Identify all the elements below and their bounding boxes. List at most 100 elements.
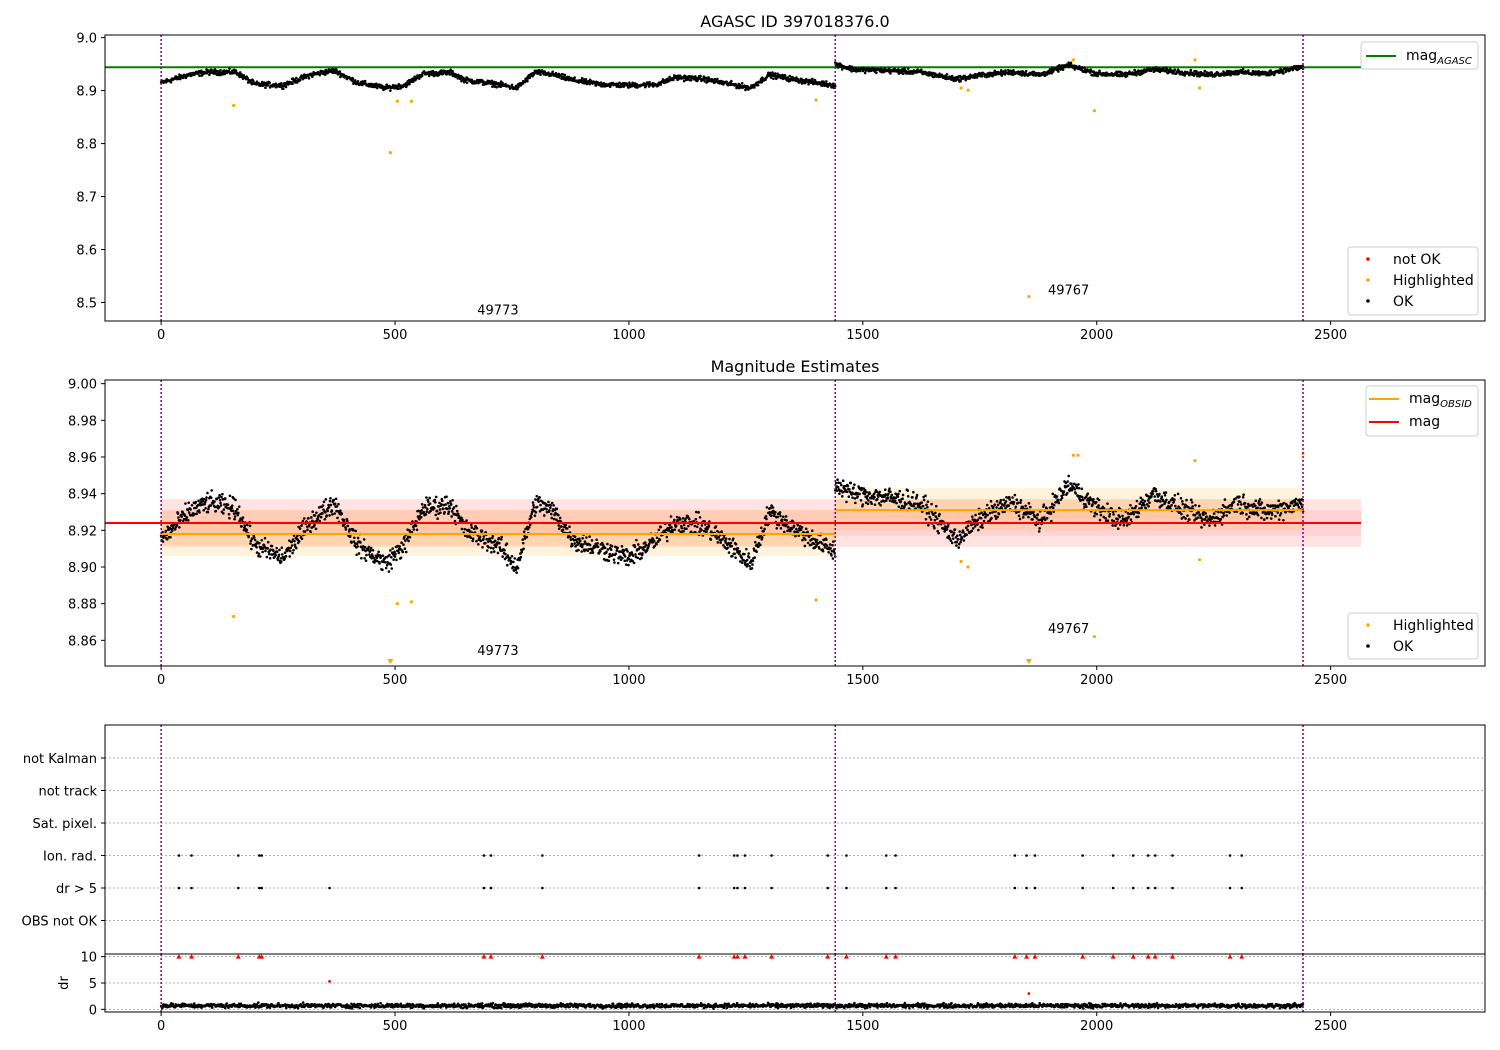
ok-point bbox=[381, 554, 385, 557]
ok-point bbox=[1057, 501, 1061, 505]
ok-point bbox=[1185, 498, 1188, 502]
ok-point bbox=[719, 541, 722, 544]
ok-point bbox=[981, 526, 984, 529]
ok-point bbox=[1106, 502, 1109, 505]
ok-point bbox=[196, 503, 200, 507]
ok-point bbox=[753, 86, 756, 89]
ok-point bbox=[673, 528, 677, 531]
ok-point bbox=[346, 524, 350, 528]
ok-point bbox=[384, 566, 388, 570]
ok-point bbox=[360, 556, 363, 560]
ok-point bbox=[1170, 503, 1173, 507]
ok-point bbox=[1051, 492, 1055, 496]
ok-point bbox=[1019, 501, 1022, 504]
ok-point bbox=[933, 526, 936, 530]
ok-point bbox=[217, 505, 221, 509]
ok-point bbox=[375, 86, 379, 90]
ok-point bbox=[685, 527, 688, 531]
ok-point bbox=[707, 525, 711, 528]
ok-point bbox=[665, 535, 669, 539]
ok-point bbox=[234, 69, 238, 72]
ok-point bbox=[389, 89, 392, 92]
ok-point bbox=[774, 72, 777, 75]
y-tick-label: 8.90 bbox=[68, 561, 97, 576]
ok-point bbox=[1153, 495, 1157, 498]
ok-point bbox=[1225, 514, 1229, 517]
ok-point bbox=[614, 552, 618, 555]
ok-point bbox=[535, 505, 539, 509]
ok-point bbox=[503, 548, 506, 552]
ok-point bbox=[1148, 501, 1151, 504]
ok-point bbox=[280, 546, 284, 549]
ok-point bbox=[652, 539, 656, 543]
ok-point bbox=[1125, 524, 1129, 527]
ok-point bbox=[187, 501, 191, 505]
ok-point bbox=[679, 518, 682, 521]
ok-point bbox=[679, 74, 682, 78]
ok-point bbox=[1196, 516, 1200, 519]
ok-point bbox=[956, 537, 960, 541]
x-tick-label: 500 bbox=[383, 673, 408, 688]
ok-point bbox=[1219, 510, 1223, 514]
ok-point bbox=[314, 527, 318, 531]
ok-point bbox=[527, 526, 531, 529]
highlighted-point bbox=[409, 600, 414, 604]
ok-point bbox=[858, 492, 861, 496]
ok-point bbox=[1067, 61, 1070, 65]
ok-point bbox=[245, 528, 249, 532]
ok-point bbox=[887, 67, 891, 70]
ok-point bbox=[1108, 515, 1111, 518]
ok-point bbox=[1049, 512, 1053, 515]
ok-point bbox=[513, 557, 517, 560]
ok-point bbox=[222, 512, 225, 515]
x-tick-label: 1000 bbox=[612, 328, 645, 343]
ok-point bbox=[561, 528, 565, 532]
ok-point bbox=[377, 550, 380, 554]
ok-point bbox=[399, 556, 403, 560]
ok-point bbox=[489, 82, 493, 86]
ok-point bbox=[213, 500, 216, 503]
ok-point bbox=[295, 76, 298, 80]
highlighted-point bbox=[966, 88, 970, 92]
ok-point bbox=[926, 500, 930, 503]
ok-point bbox=[449, 68, 453, 72]
ok-point bbox=[557, 524, 561, 527]
ok-point bbox=[772, 77, 775, 81]
ok-point bbox=[587, 547, 591, 551]
ok-point bbox=[1045, 516, 1049, 520]
ok-point bbox=[1238, 495, 1241, 498]
ok-point bbox=[1065, 491, 1069, 495]
ok-point bbox=[709, 538, 713, 541]
ok-point bbox=[1077, 483, 1080, 486]
ok-point bbox=[232, 512, 236, 515]
ok-point bbox=[985, 503, 989, 507]
ok-point bbox=[534, 511, 538, 514]
ok-point bbox=[391, 547, 394, 550]
ok-point bbox=[866, 502, 870, 506]
legend-ok-swatch bbox=[1366, 299, 1370, 303]
x-tick-label: 0 bbox=[157, 673, 165, 688]
highlighted-point bbox=[232, 103, 236, 108]
ok-point bbox=[465, 81, 469, 84]
ok-point bbox=[1241, 495, 1245, 499]
ok-point bbox=[200, 69, 203, 72]
ok-point bbox=[1121, 514, 1124, 518]
ok-point bbox=[313, 523, 316, 527]
ok-point bbox=[702, 529, 706, 533]
ok-point bbox=[217, 496, 220, 499]
ok-point bbox=[774, 510, 777, 514]
ok-point bbox=[1269, 69, 1273, 72]
ok-point bbox=[1093, 514, 1096, 518]
ok-point bbox=[528, 76, 532, 80]
ok-point bbox=[605, 550, 608, 554]
ok-point bbox=[626, 550, 629, 553]
ok-point bbox=[581, 536, 584, 540]
ok-point bbox=[596, 542, 599, 545]
ok-point bbox=[551, 70, 554, 74]
ok-point bbox=[1188, 518, 1191, 521]
ok-point bbox=[847, 487, 851, 491]
ok-point bbox=[1230, 504, 1234, 507]
ok-point bbox=[202, 508, 206, 512]
ok-point bbox=[1077, 486, 1081, 490]
ok-point bbox=[1189, 498, 1193, 502]
